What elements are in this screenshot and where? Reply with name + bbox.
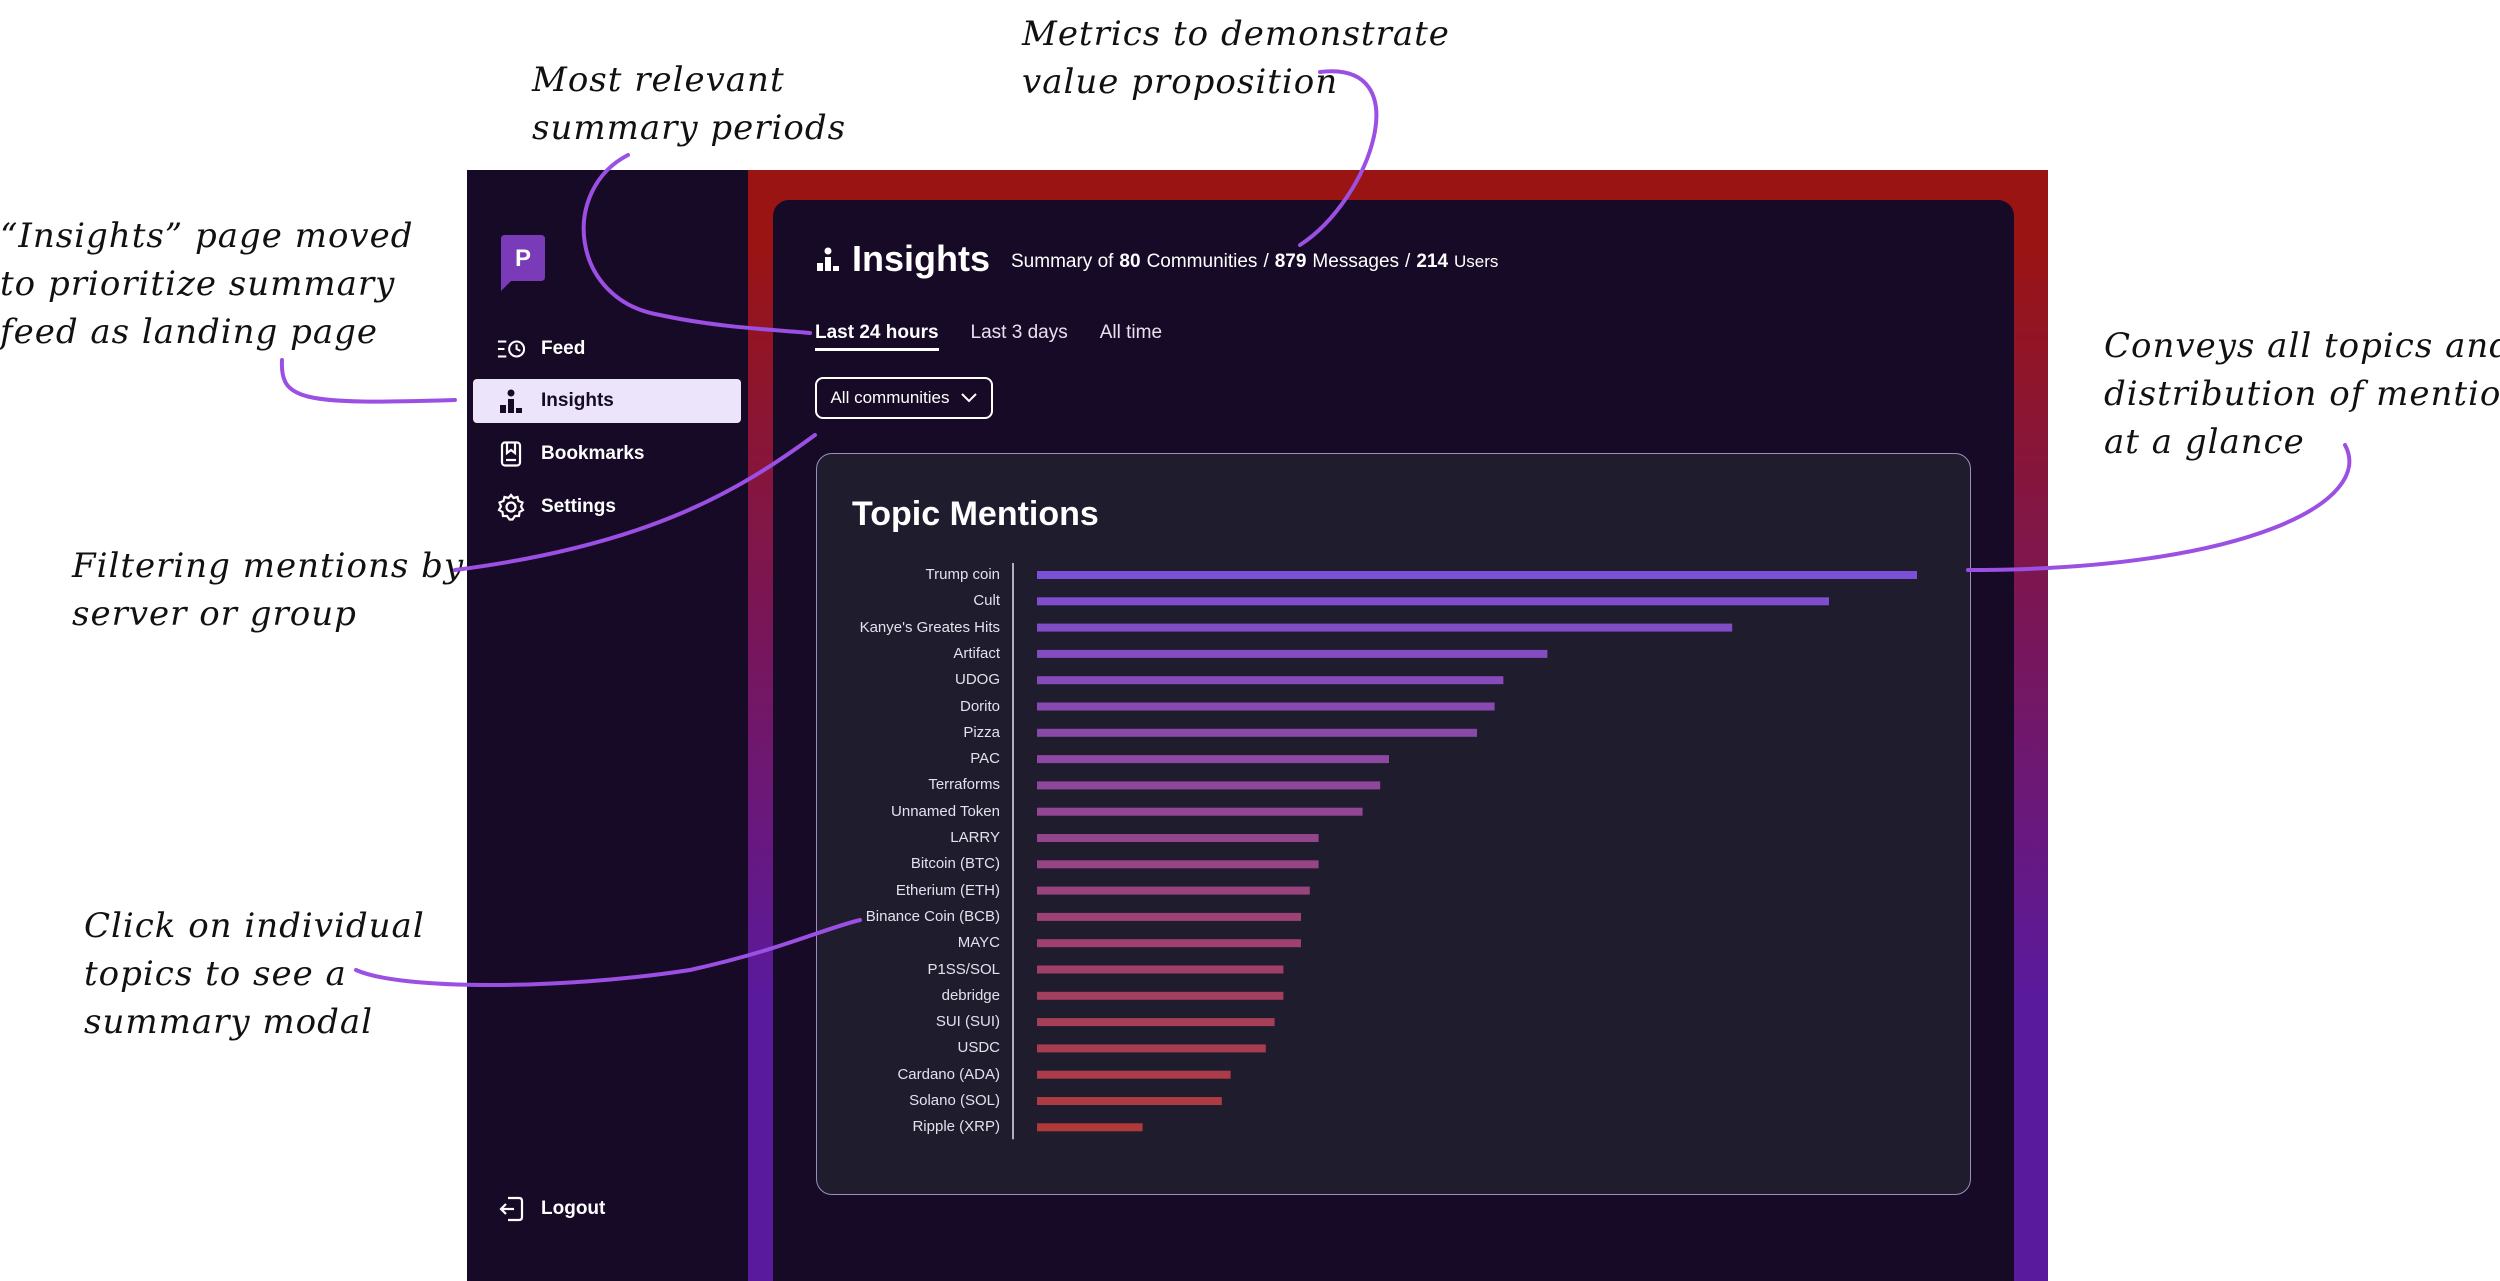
topic-label[interactable]: SUI (SUI) bbox=[935, 1013, 1000, 1031]
period-tabs: Last 24 hours Last 3 days All time bbox=[815, 322, 1162, 351]
page-title: Insights bbox=[816, 238, 990, 280]
messages-label: Messages bbox=[1312, 251, 1400, 272]
annotation-periods: Most relevant summary periods bbox=[532, 60, 847, 148]
dropdown-value: All communities bbox=[830, 388, 950, 407]
summary-prefix: Summary of bbox=[1011, 251, 1114, 272]
annotation-insights: “Insights” page moved to prioritize summ… bbox=[0, 216, 414, 352]
stats-separator: / bbox=[1263, 251, 1269, 272]
topic-label[interactable]: debridge bbox=[941, 986, 1000, 1004]
annotation-topics: Conveys all topics and distribution of m… bbox=[2104, 326, 2500, 462]
topic-label[interactable]: Solano (SOL) bbox=[909, 1092, 1000, 1109]
insights-icon bbox=[497, 387, 525, 415]
topic-label[interactable]: PAC bbox=[970, 750, 1000, 768]
annotation-filter: Filtering mentions by server or group bbox=[72, 546, 465, 634]
logo-letter: P bbox=[515, 245, 531, 272]
feed-icon bbox=[497, 335, 525, 363]
chevron-down-icon bbox=[960, 392, 978, 404]
topic-label[interactable]: MAYC bbox=[957, 934, 1000, 952]
tab-last-3-days[interactable]: Last 3 days bbox=[970, 322, 1068, 343]
topic-label[interactable]: Cult bbox=[973, 592, 1000, 610]
sidebar-item-settings[interactable]: Settings bbox=[473, 485, 741, 529]
topic-label[interactable]: Cardano (ADA) bbox=[897, 1065, 1000, 1083]
topic-label[interactable]: USDC bbox=[957, 1039, 1000, 1057]
topic-label[interactable]: Bitcoin (BTC) bbox=[910, 855, 1000, 873]
topic-label[interactable]: UDOG bbox=[955, 671, 1000, 689]
topic-label[interactable]: Terraforms bbox=[928, 776, 1000, 794]
sidebar-item-label: Settings bbox=[541, 496, 616, 517]
topic-label[interactable]: Unnamed Token bbox=[891, 802, 1000, 820]
sidebar-item-label: Bookmarks bbox=[541, 443, 645, 464]
topic-label[interactable]: Etherium (ETH) bbox=[895, 881, 1000, 899]
topic-label[interactable]: Artifact bbox=[953, 644, 1000, 662]
annotation-click: Click on individual topics to see a summ… bbox=[84, 906, 425, 1042]
app-logo[interactable]: P bbox=[497, 235, 545, 291]
sidebar-item-label: Insights bbox=[541, 390, 614, 411]
communities-label: Communities bbox=[1146, 251, 1258, 272]
topic-label[interactable]: Kanye's Greates Hits bbox=[859, 618, 1000, 636]
gear-icon bbox=[497, 493, 525, 521]
topic-label[interactable]: Dorito bbox=[959, 697, 1000, 715]
users-label: Users bbox=[1454, 252, 1499, 271]
logout-button[interactable]: Logout bbox=[473, 1187, 741, 1231]
topic-label[interactable]: Binance Coin (BCB) bbox=[865, 907, 1000, 925]
bookmark-icon bbox=[497, 440, 525, 468]
community-filter-dropdown[interactable]: All communities bbox=[815, 377, 993, 419]
topic-label[interactable]: Pizza bbox=[963, 723, 1000, 741]
chart-title: Topic Mentions bbox=[852, 495, 1099, 533]
communities-count: 80 bbox=[1119, 251, 1141, 272]
logout-label: Logout bbox=[541, 1198, 606, 1219]
topic-label[interactable]: LARRY bbox=[950, 829, 1000, 846]
summary-stats: Summary of 80 Communities / 879 Messages… bbox=[1011, 251, 1498, 273]
users-count: 214 bbox=[1416, 251, 1449, 272]
logout-icon bbox=[497, 1195, 525, 1223]
topic-label[interactable]: Trump coin bbox=[925, 566, 1000, 583]
messages-count: 879 bbox=[1274, 251, 1307, 272]
topic-label[interactable]: P1SS/SOL bbox=[927, 960, 1000, 978]
tab-all-time[interactable]: All time bbox=[1099, 322, 1163, 343]
page-title-text: Insights bbox=[852, 238, 991, 279]
sidebar-item-insights[interactable]: Insights bbox=[473, 379, 741, 423]
tab-last-24-hours[interactable]: Last 24 hours bbox=[815, 322, 939, 351]
stats-separator: / bbox=[1405, 251, 1411, 272]
sidebar-item-feed[interactable]: Feed bbox=[473, 327, 741, 371]
annotation-metrics: Metrics to demonstrate value proposition bbox=[1022, 14, 1450, 102]
sidebar-item-bookmarks[interactable]: Bookmarks bbox=[473, 432, 741, 476]
sidebar-item-label: Feed bbox=[541, 338, 586, 359]
topic-label[interactable]: Ripple (XRP) bbox=[912, 1118, 1000, 1136]
insights-title-icon bbox=[816, 246, 840, 272]
